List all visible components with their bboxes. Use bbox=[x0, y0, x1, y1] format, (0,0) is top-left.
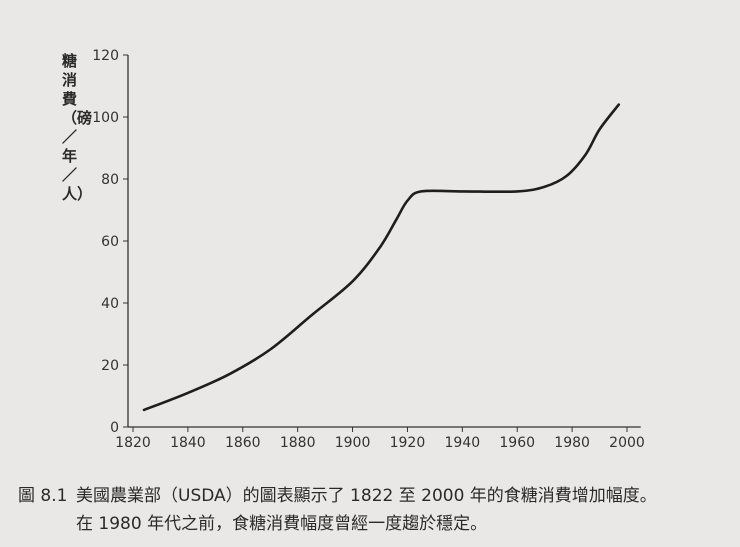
y-axis-label: 糖消費（磅／年／人） bbox=[62, 52, 93, 203]
y-tick-label: 40 bbox=[101, 296, 119, 312]
sugar-consumption-chart: 0 20 40 60 80 100 120 1820 1840 1860 1880 1900 1920 1… bbox=[92, 48, 645, 451]
figure-number: 圖 8.1 bbox=[18, 486, 68, 506]
figure-caption: 圖 8.1 美國農業部（USDA）的圖表顯示了 1822 至 2000 年的食糖消… bbox=[18, 482, 657, 538]
caption-line-2: 在 1980 年代之前，食糖消費幅度曾經一度趨於穩定。 bbox=[76, 514, 488, 534]
axes: 0 20 40 60 80 100 120 1820 1840 1860 1880 1900 1920 1… bbox=[92, 48, 645, 451]
x-tick-label: 1840 bbox=[170, 435, 206, 451]
x-tick-label: 1880 bbox=[280, 435, 316, 451]
y-tick-label: 60 bbox=[101, 234, 119, 250]
x-tick-label: 1920 bbox=[390, 435, 426, 451]
y-tick-label: 80 bbox=[101, 172, 119, 188]
x-tick-label: 1860 bbox=[225, 435, 261, 451]
series-line-sugar bbox=[142, 103, 621, 412]
y-tick-label: 100 bbox=[92, 110, 119, 126]
x-tick-label: 2000 bbox=[609, 435, 645, 451]
y-tick-label: 20 bbox=[101, 358, 119, 374]
x-tick-label: 1820 bbox=[115, 435, 151, 451]
y-tick-label: 120 bbox=[92, 48, 119, 64]
x-tick-label: 1940 bbox=[445, 435, 481, 451]
x-tick-label: 1900 bbox=[335, 435, 371, 451]
x-tick-label: 1960 bbox=[499, 435, 535, 451]
y-tick-label: 0 bbox=[110, 420, 119, 436]
caption-line-1: 美國農業部（USDA）的圖表顯示了 1822 至 2000 年的食糖消費增加幅度… bbox=[76, 486, 657, 506]
x-tick-label: 1980 bbox=[554, 435, 590, 451]
